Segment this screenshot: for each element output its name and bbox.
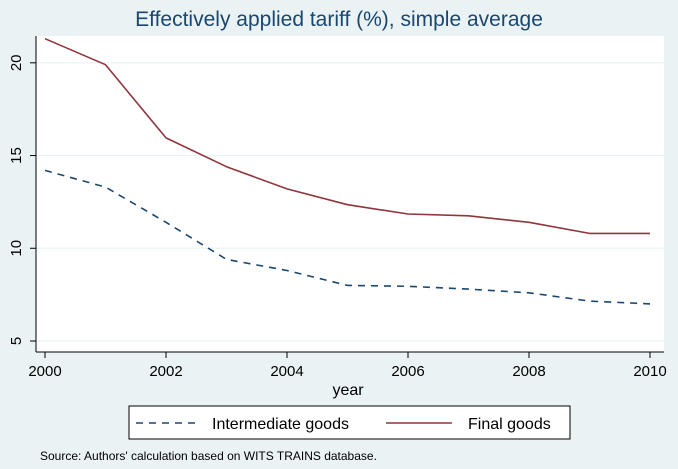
y-tick-label-15: 15 <box>8 147 25 164</box>
legend-box <box>128 405 571 440</box>
x-tick-label-2010: 2010 <box>633 363 666 380</box>
legend-label-final-goods: Final goods <box>468 416 551 433</box>
y-tick-label-5: 5 <box>8 337 25 345</box>
source-note: Source: Authors' calculation based on WI… <box>40 449 377 463</box>
x-tick-label-2002: 2002 <box>149 363 182 380</box>
chart-title: Effectively applied tariff (%), simple a… <box>135 8 543 31</box>
x-tick-label-2004: 2004 <box>270 363 303 380</box>
x-tick-label-2008: 2008 <box>512 363 545 380</box>
x-tick-label-2006: 2006 <box>391 363 424 380</box>
plot-area <box>36 36 664 352</box>
gridlines <box>36 62 664 342</box>
x-axis-title: year <box>332 382 364 399</box>
series-line-final-goods <box>44 37 650 235</box>
series <box>44 37 651 305</box>
axes: 5 10 15 20 2000 2002 2004 2006 2008 2010 <box>8 36 667 380</box>
y-tick-label-10: 10 <box>8 240 25 257</box>
legend-label-intermediate-goods: Intermediate goods <box>212 416 349 433</box>
x-tick-label-2000: 2000 <box>28 363 61 380</box>
y-tick-label-20: 20 <box>8 54 25 71</box>
legend: Intermediate goods Final goods <box>128 405 571 440</box>
series-line-intermediate-goods <box>44 169 651 305</box>
